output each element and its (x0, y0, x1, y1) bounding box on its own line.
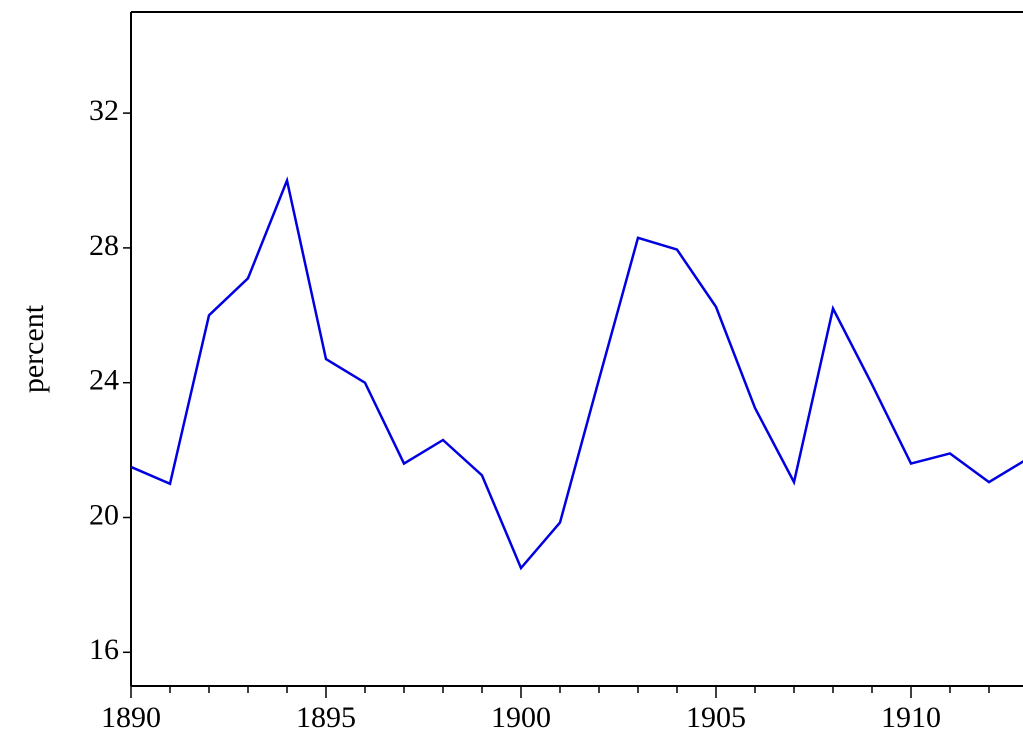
x-tick-label: 1890 (101, 701, 161, 734)
y-tick-label: 16 (89, 633, 119, 666)
y-axis-label: percent (17, 304, 50, 393)
y-tick-label: 24 (89, 364, 119, 397)
x-tick-label: 1910 (881, 701, 941, 734)
data-line (130, 176, 1023, 571)
y-tick-label: 28 (89, 229, 119, 262)
y-tick-label: 32 (89, 94, 119, 127)
x-tick-label: 1895 (296, 701, 356, 734)
x-tick-label: 1905 (686, 701, 746, 734)
x-tick-label: 1900 (491, 701, 551, 734)
y-tick-label: 20 (89, 498, 119, 531)
